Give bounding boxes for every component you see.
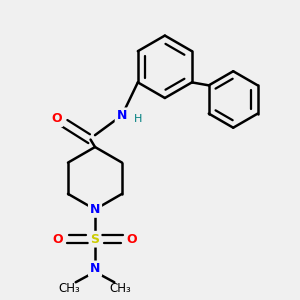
Text: N: N [117,109,127,122]
Text: CH₃: CH₃ [59,282,81,295]
Text: N: N [90,262,100,275]
Text: CH₃: CH₃ [110,282,131,295]
Text: O: O [51,112,62,125]
Text: O: O [127,233,137,246]
Text: O: O [52,233,63,246]
Text: H: H [134,114,142,124]
Text: N: N [90,203,100,216]
Text: S: S [91,233,100,246]
